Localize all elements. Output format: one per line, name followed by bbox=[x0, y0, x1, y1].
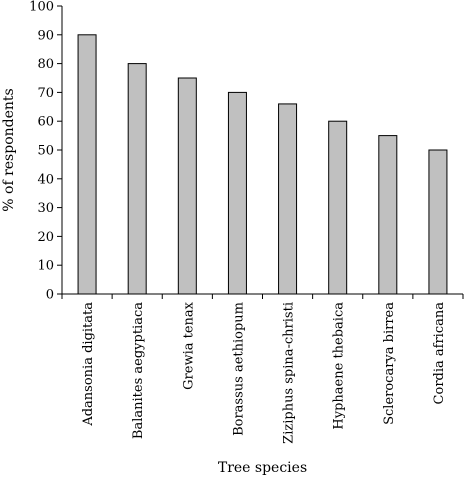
bar bbox=[127, 63, 147, 295]
y-tick-label: 60 bbox=[37, 115, 54, 130]
y-tick-label: 20 bbox=[37, 230, 54, 245]
x-tick-label: Adansonia digitata bbox=[81, 302, 96, 427]
y-axis-title: % of respondents bbox=[1, 88, 17, 211]
x-tick-label: Hyphaene thebaica bbox=[332, 302, 347, 430]
bar-series bbox=[77, 34, 448, 295]
y-tick-label: 0 bbox=[46, 288, 54, 303]
y-tick-label: 70 bbox=[37, 86, 54, 101]
bar bbox=[77, 34, 97, 295]
x-tick-label: Balanites aegyptiaca bbox=[131, 302, 146, 439]
y-tick-label: 50 bbox=[37, 144, 54, 159]
x-tick-label: Ziziphus spina-christi bbox=[282, 302, 297, 444]
x-tick-label: Sclerocarya birrea bbox=[382, 302, 397, 425]
bar bbox=[428, 149, 448, 295]
x-tick-label: Cordia africana bbox=[432, 302, 447, 405]
y-tick-label: 90 bbox=[37, 28, 54, 43]
y-tick-label: 100 bbox=[29, 0, 54, 15]
y-axis-ticks: 0 10 20 30 40 50 60 70 80 90 100 bbox=[29, 0, 62, 303]
y-tick-label: 80 bbox=[37, 57, 54, 72]
bar bbox=[177, 77, 197, 295]
y-tick-label: 30 bbox=[37, 201, 54, 216]
y-tick-label: 10 bbox=[37, 259, 54, 274]
bar bbox=[378, 135, 398, 295]
x-axis-title: Tree species bbox=[218, 460, 307, 476]
x-tick-label: Grewia tenax bbox=[181, 301, 196, 390]
bar bbox=[227, 91, 247, 295]
bar bbox=[328, 120, 348, 295]
y-tick-label: 40 bbox=[37, 172, 54, 187]
x-tick-label: Borassus aethiopum bbox=[231, 302, 246, 436]
x-axis-ticks: Adansonia digitata Balanites aegyptiaca Gr… bbox=[61, 294, 464, 444]
bar bbox=[278, 103, 298, 295]
